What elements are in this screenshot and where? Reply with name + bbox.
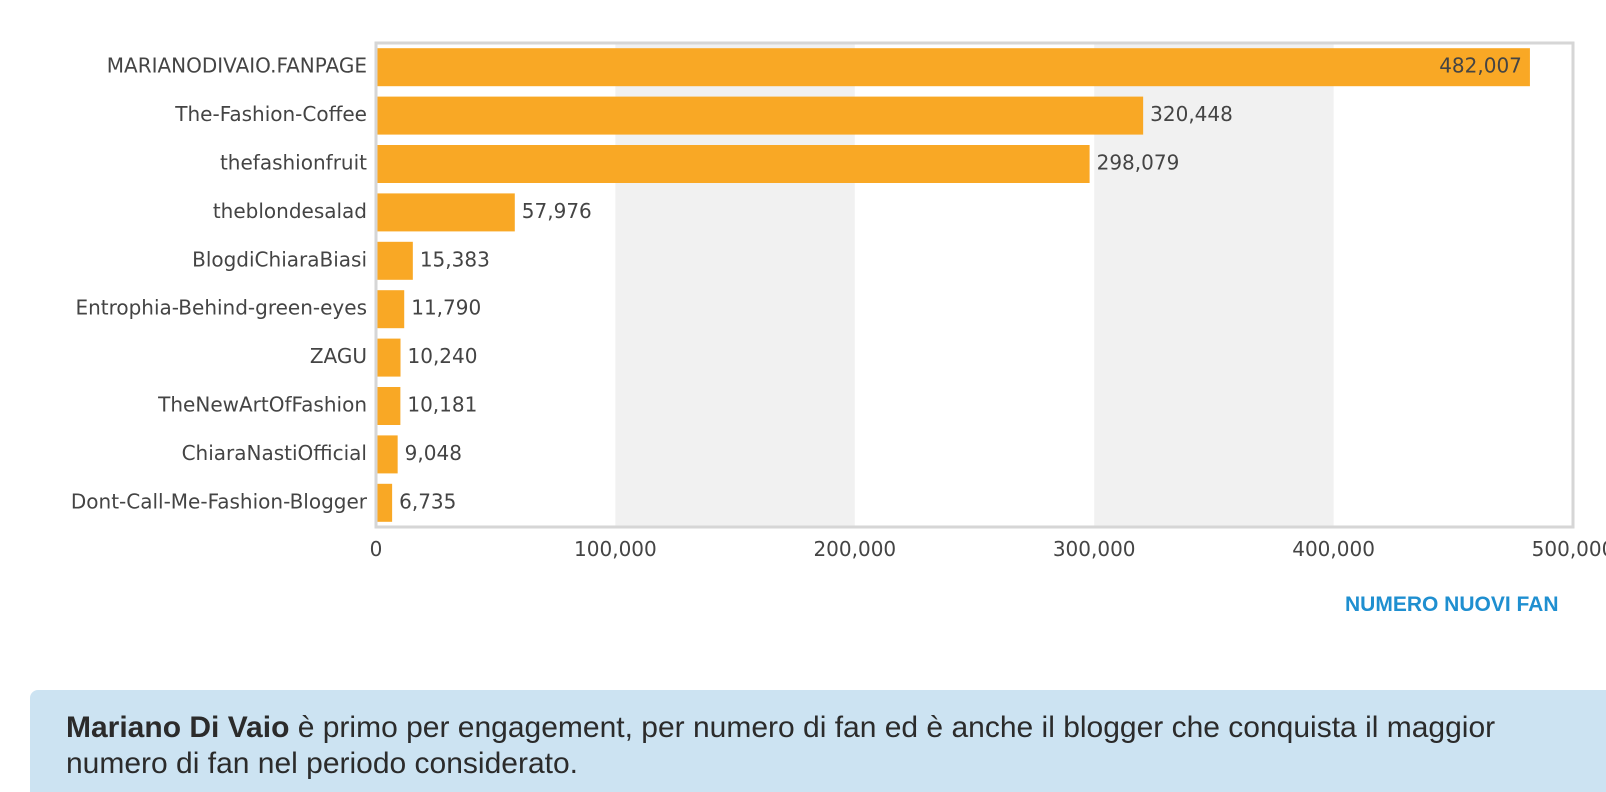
category-label: TheNewArtOfFashion bbox=[157, 393, 367, 417]
bar bbox=[376, 241, 413, 280]
category-label: BlogdiChiaraBiasi bbox=[192, 247, 367, 271]
category-label: The-Fashion-Coffee bbox=[174, 102, 367, 126]
info-box-text: è primo per engagement, per numero di fa… bbox=[66, 711, 1496, 780]
value-label: 15,383 bbox=[420, 247, 490, 271]
horizontal-bar-chart: MARIANODIVAIO.FANPAGE 482,007 The-Fashion-… bbox=[71, 41, 1606, 561]
bar bbox=[376, 435, 398, 474]
plot-frame bbox=[374, 41, 1575, 529]
category-label: Entrophia-Behind-green-eyes bbox=[75, 296, 367, 320]
bar bbox=[376, 338, 401, 377]
x-tick-label: 100,000 bbox=[574, 537, 657, 561]
bar bbox=[376, 483, 393, 522]
category-label: Dont-Call-Me-Fashion-Blogger bbox=[71, 489, 368, 513]
value-label: 11,790 bbox=[411, 296, 481, 320]
x-tick-label: 0 bbox=[370, 537, 383, 561]
series-legend-label: NUMERO NUOVI FAN bbox=[1345, 593, 1559, 616]
value-label: 9,048 bbox=[405, 441, 462, 465]
category-label: ChiaraNastiOfficial bbox=[182, 441, 367, 465]
x-tick-label: 500,000 bbox=[1532, 537, 1606, 561]
bar bbox=[376, 96, 1144, 135]
bar bbox=[376, 290, 405, 329]
x-tick-label: 200,000 bbox=[813, 537, 896, 561]
info-box-highlight: Mariano Di Vaio bbox=[66, 711, 290, 744]
info-box: Mariano Di Vaio è primo per engagement, … bbox=[30, 690, 1606, 792]
x-tick-label: 400,000 bbox=[1292, 537, 1375, 561]
bar bbox=[376, 387, 401, 425]
value-label: 482,007 bbox=[1439, 54, 1522, 78]
value-label: 298,079 bbox=[1097, 151, 1180, 175]
category-label: thefashionfruit bbox=[220, 151, 367, 175]
x-tick-label: 300,000 bbox=[1053, 537, 1136, 561]
bar bbox=[376, 193, 515, 232]
value-label: 10,240 bbox=[408, 344, 478, 368]
value-label: 57,976 bbox=[522, 199, 592, 223]
category-label: theblondesalad bbox=[213, 199, 367, 223]
value-label: 6,735 bbox=[399, 489, 456, 513]
category-label: ZAGU bbox=[310, 344, 367, 368]
value-label: 320,448 bbox=[1150, 102, 1233, 126]
bar bbox=[376, 145, 1090, 183]
value-label: 10,181 bbox=[407, 393, 477, 417]
category-label: MARIANODIVAIO.FANPAGE bbox=[107, 54, 367, 78]
bar bbox=[376, 48, 1530, 87]
